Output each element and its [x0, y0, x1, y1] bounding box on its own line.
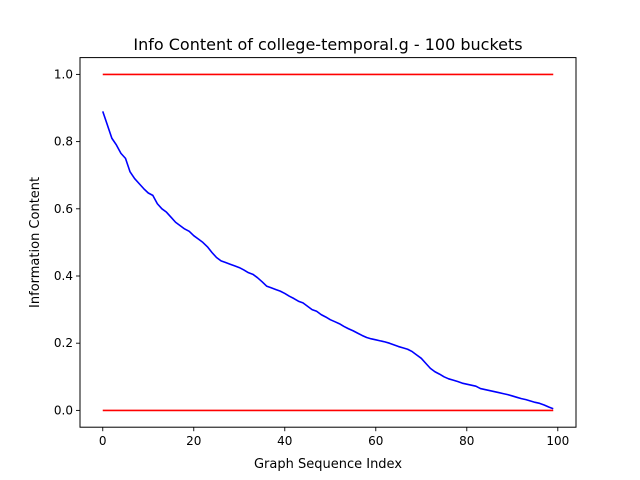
x-tick-label: 40	[277, 434, 292, 448]
x-axis-label: Graph Sequence Index	[254, 457, 402, 472]
chart-title: Info Content of college-temporal.g - 100…	[133, 35, 522, 54]
axes-frame	[79, 57, 577, 428]
x-tick-label: 80	[459, 434, 474, 448]
y-tick-label: 0.6	[54, 202, 73, 216]
y-tick-label: 0.0	[54, 403, 73, 417]
x-tick-label: 100	[546, 434, 569, 448]
plot-area: 0 20 40 60 80 100 0.0 0.2 0.4 0.6 0.8 1.0	[54, 67, 569, 448]
x-tick-label: 20	[186, 434, 201, 448]
x-tick-label: 60	[368, 434, 383, 448]
y-axis-label: Information Content	[28, 177, 43, 308]
y-tick-label: 0.8	[54, 135, 73, 149]
y-tick-label: 1.0	[54, 67, 73, 81]
y-tick-label: 0.2	[54, 336, 73, 350]
x-tick-label: 0	[99, 434, 107, 448]
series-line-0	[101, 111, 554, 410]
y-tick-label: 0.4	[54, 269, 73, 283]
